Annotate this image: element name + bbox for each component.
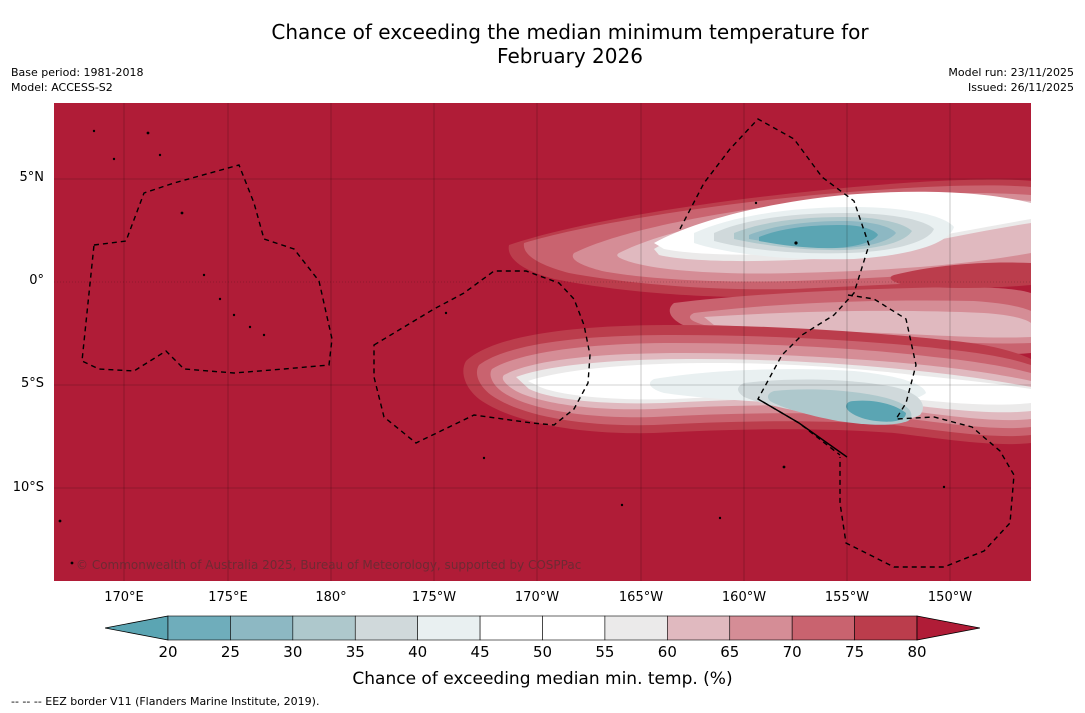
copyright-notice: © Commonwealth of Australia 2025, Bureau… <box>76 558 582 572</box>
colorbar-segment-55 <box>604 615 668 641</box>
colorbar-segment-30 <box>292 615 356 641</box>
lat-label-5s: 5°S <box>20 376 44 391</box>
colorbar-tick-65: 65 <box>720 643 740 661</box>
colorbar-segment-40 <box>417 615 481 641</box>
lon-label-170w: 170°W <box>514 590 560 605</box>
eez-central <box>373 270 591 444</box>
model-run-date: Model run: 23/11/2025 <box>948 66 1074 79</box>
colorbar-tick-80: 80 <box>907 643 927 661</box>
colorbar-tick-60: 60 <box>657 643 677 661</box>
colorbar-segment-45 <box>479 615 543 641</box>
contour-20-north <box>759 225 878 249</box>
contour-20-south <box>846 400 906 422</box>
lon-label-175e: 175°E <box>208 590 248 605</box>
colorbar-tick-25: 25 <box>220 643 240 661</box>
lat-label-10s: 10°S <box>12 480 44 495</box>
colorbar-segment-60 <box>667 615 731 641</box>
colorbar-tick-70: 70 <box>782 643 802 661</box>
colorbar-arrow-high <box>916 615 980 641</box>
probability-map <box>54 103 1031 581</box>
colorbar-segment-20 <box>167 615 231 641</box>
eez-legend-footnote: -- -- -- EEZ border V11 (Flanders Marine… <box>11 695 320 708</box>
contour-60-equator <box>704 310 1031 338</box>
colorbar-tick-40: 40 <box>408 643 428 661</box>
lat-label-equator: 0° <box>29 273 44 288</box>
colorbar-segment-25 <box>230 615 294 641</box>
contour-75-equator <box>890 262 1031 288</box>
colorbar-tick-75: 75 <box>845 643 865 661</box>
eez-east <box>839 294 1015 568</box>
colorbar-arrow-low <box>105 615 169 641</box>
colorbar-tick-30: 30 <box>283 643 303 661</box>
base-period: Base period: 1981-2018 <box>11 66 144 79</box>
meta-right: Model run: 23/11/2025 Issued: 26/11/2025 <box>948 65 1074 95</box>
meta-left: Base period: 1981-2018 Model: ACCESS-S2 <box>11 65 143 95</box>
gridlines <box>54 103 1031 581</box>
eez-solid-segment <box>757 398 848 458</box>
title-line-2: February 2026 <box>497 44 643 68</box>
lon-label-155w: 155°W <box>824 590 870 605</box>
eez-north <box>679 118 870 456</box>
colorbar-tick-50: 50 <box>532 643 553 661</box>
lon-label-180: 180° <box>315 590 347 605</box>
colorbar-tick-55: 55 <box>595 643 615 661</box>
colorbar-tick-20: 20 <box>158 643 178 661</box>
lon-label-170e: 170°E <box>104 590 144 605</box>
colorbar <box>105 615 980 641</box>
lat-label-5n: 5°N <box>19 170 45 185</box>
colorbar-segment-75 <box>854 615 918 641</box>
colorbar-segment-35 <box>354 615 418 641</box>
colorbar-segment-65 <box>729 615 793 641</box>
lon-label-165w: 165°W <box>618 590 664 605</box>
model-name: Model: ACCESS-S2 <box>11 81 113 94</box>
lon-label-160w: 160°W <box>721 590 767 605</box>
eez-borders <box>81 118 1015 568</box>
lon-label-150w: 150°W <box>927 590 973 605</box>
colorbar-tick-45: 45 <box>470 643 490 661</box>
colorbar-segments <box>105 615 980 641</box>
lon-label-175w: 175°W <box>411 590 457 605</box>
colorbar-segment-50 <box>542 615 606 641</box>
colorbar-label: Chance of exceeding median min. temp. (%… <box>352 669 733 689</box>
map-title: Chance of exceeding the median minimum t… <box>160 20 980 68</box>
island-markers <box>58 129 946 565</box>
issued-date: Issued: 26/11/2025 <box>967 81 1074 94</box>
colorbar-segment-70 <box>791 615 855 641</box>
title-line-1: Chance of exceeding the median minimum t… <box>271 20 869 44</box>
colorbar-tick-35: 35 <box>345 643 365 661</box>
